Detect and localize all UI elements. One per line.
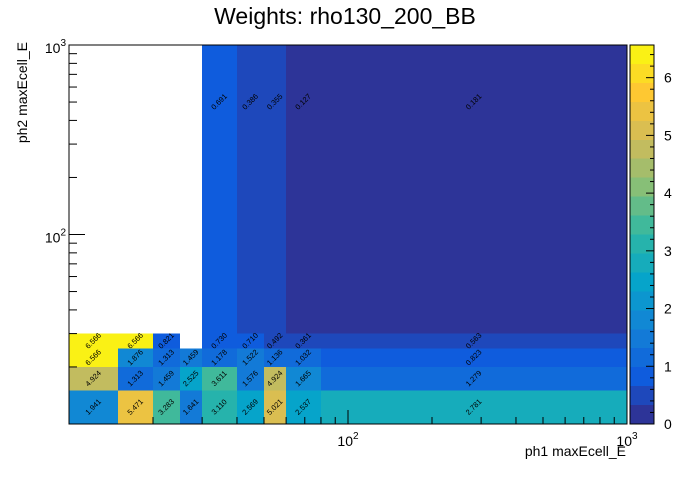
colorbar-segment (630, 101, 654, 121)
colorbar-segment (630, 272, 654, 292)
colorbar-segment (630, 329, 654, 349)
x-axis-label: ph1 maxEcell_E (525, 443, 626, 459)
colorbar-segment (630, 367, 654, 387)
heatmap-cell (180, 348, 203, 367)
heatmap-cell (320, 390, 627, 424)
heatmap-cell (202, 348, 237, 367)
heatmap-cells (69, 45, 627, 424)
heatmap-cell (264, 390, 287, 424)
heatmap-cell (236, 366, 265, 391)
heatmap-cell (69, 390, 119, 424)
colorbar-segment (630, 310, 654, 330)
colorbar-tick-label: 4 (664, 185, 672, 201)
heatmap-cell (152, 390, 181, 424)
colorbar-segment (630, 82, 654, 102)
colorbar-segment (630, 45, 654, 64)
heatmap-cell (118, 366, 153, 391)
colorbar-segment (630, 158, 654, 178)
y-axis-label: ph2 maxEcell_E (14, 42, 30, 143)
heatmap-cell (202, 45, 237, 334)
heatmap-cell (69, 366, 119, 391)
heatmap-cell (69, 333, 119, 349)
colorbar-segment (630, 291, 654, 311)
colorbar-segment (630, 177, 654, 197)
heatmap-cell (320, 45, 627, 334)
heatmap-cell (286, 366, 321, 391)
heatmap-cell (320, 348, 627, 367)
heatmap-cell (118, 333, 153, 349)
heatmap-cell (286, 348, 321, 367)
colorbar-tick-label: 0 (664, 416, 672, 432)
colorbar-segment (630, 253, 654, 273)
heatmap-cell (202, 366, 237, 391)
x-tick-label: 102 (337, 431, 359, 449)
colorbar-segment (630, 196, 654, 216)
colorbar-frame (629, 44, 655, 425)
heatmap-cell (320, 333, 627, 349)
heatmap-cell (286, 45, 321, 334)
colorbar-segment (630, 348, 654, 368)
colorbar-segment (630, 234, 654, 254)
y-tick-label: 102 (45, 228, 67, 246)
colorbar-tick-label: 2 (664, 301, 672, 317)
heatmap-cell (180, 390, 203, 424)
plot-axes: 102 103 102 103 (45, 38, 638, 449)
colorbar-segment (630, 215, 654, 235)
x-tick-label: 103 (616, 431, 638, 449)
heatmap-cell (180, 366, 203, 391)
heatmap-cell (286, 333, 321, 349)
colorbar-segment (630, 63, 654, 83)
colorbar-tick-label: 1 (664, 358, 672, 374)
chart-title: Weights: rho130_200_BB (214, 3, 476, 29)
heatmap-cell (264, 333, 287, 349)
heatmap-cell (118, 390, 153, 424)
colorbar-segment (630, 405, 654, 424)
heatmap-cell (202, 390, 237, 424)
heatmap-cell (236, 333, 265, 349)
colorbar-segment (630, 139, 654, 159)
heatmap-cell (320, 366, 627, 391)
heatmap-cell (118, 348, 153, 367)
colorbar-segment (630, 386, 654, 406)
heatmap-cell (152, 333, 181, 349)
heatmap-cell (236, 45, 265, 334)
heatmap-cell (236, 348, 265, 367)
heatmap-cell (152, 348, 181, 367)
heatmap-cell (236, 390, 265, 424)
y-tick-label: 103 (45, 38, 67, 56)
heatmap-cell (202, 333, 237, 349)
heatmap-cell (264, 348, 287, 367)
colorbar: 0 1 2 3 4 5 6 (629, 44, 672, 432)
heatmap-cell (152, 366, 181, 391)
heatmap-cell (286, 390, 321, 424)
colorbar-tick-label: 5 (664, 127, 672, 143)
heatmap-cell (69, 348, 119, 367)
heatmap-cell (264, 45, 287, 334)
colorbar-tick-label: 6 (664, 70, 672, 86)
heatmap-cell (264, 366, 287, 391)
colorbar-tick-label: 3 (664, 243, 672, 259)
